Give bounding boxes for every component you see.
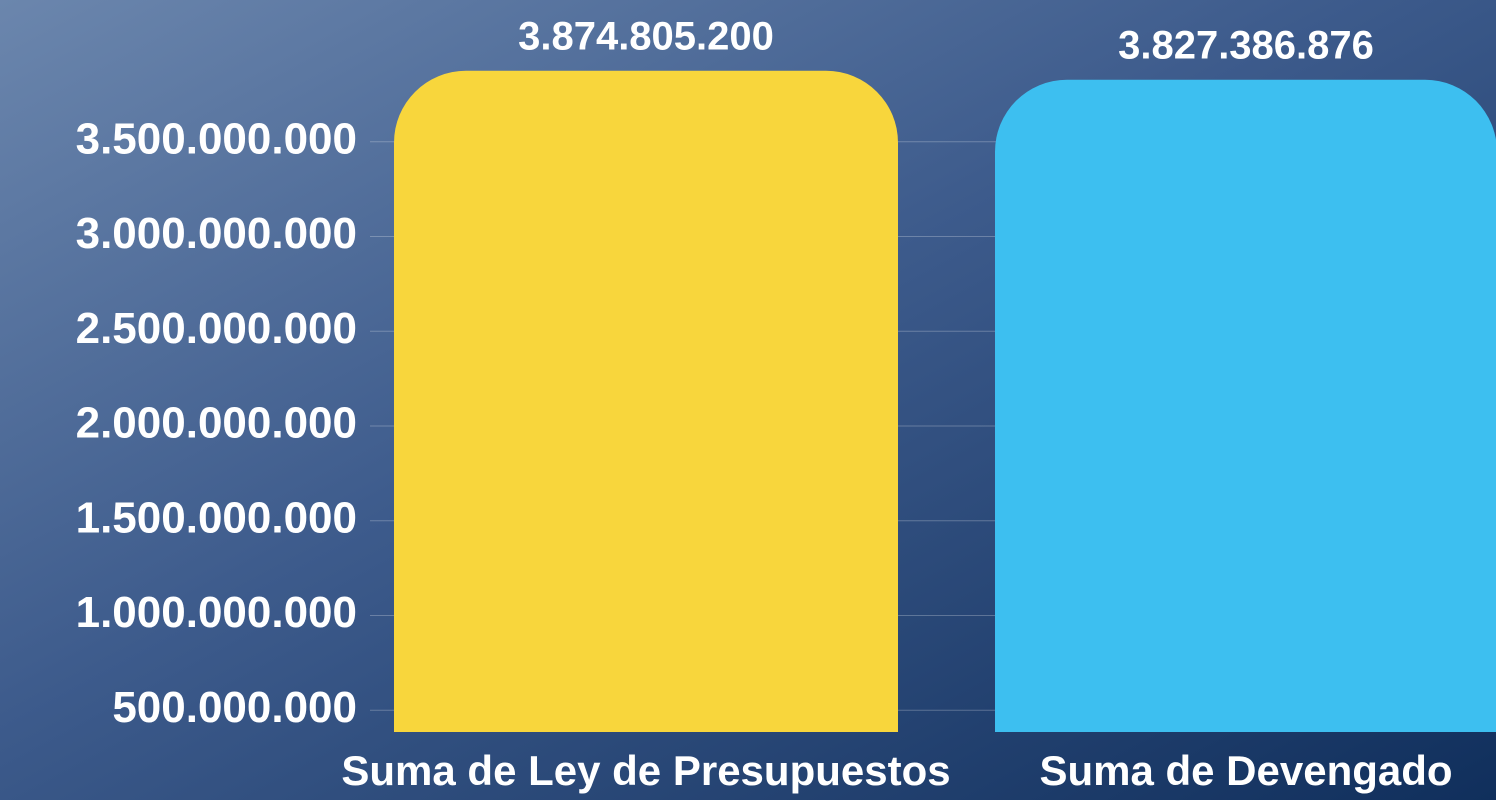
- x-tick-label: Suma de Ley de Presupuestos: [341, 747, 950, 794]
- bar: [995, 79, 1496, 732]
- value-label: 3.874.805.200: [518, 14, 774, 58]
- y-tick-label: 2.500.000.000: [76, 304, 357, 353]
- y-tick-label: 1.500.000.000: [76, 493, 357, 542]
- bar: [394, 70, 898, 732]
- y-tick-label: 3.500.000.000: [76, 114, 357, 163]
- y-tick-label: 1.000.000.000: [76, 588, 357, 637]
- y-tick-label: 500.000.000: [112, 683, 357, 732]
- y-tick-label: 2.000.000.000: [76, 399, 357, 448]
- x-tick-label: Suma de Devengado: [1039, 747, 1452, 794]
- value-label: 3.827.386.876: [1118, 23, 1374, 67]
- y-tick-label: 3.000.000.000: [76, 209, 357, 258]
- plot-area: [370, 70, 1496, 732]
